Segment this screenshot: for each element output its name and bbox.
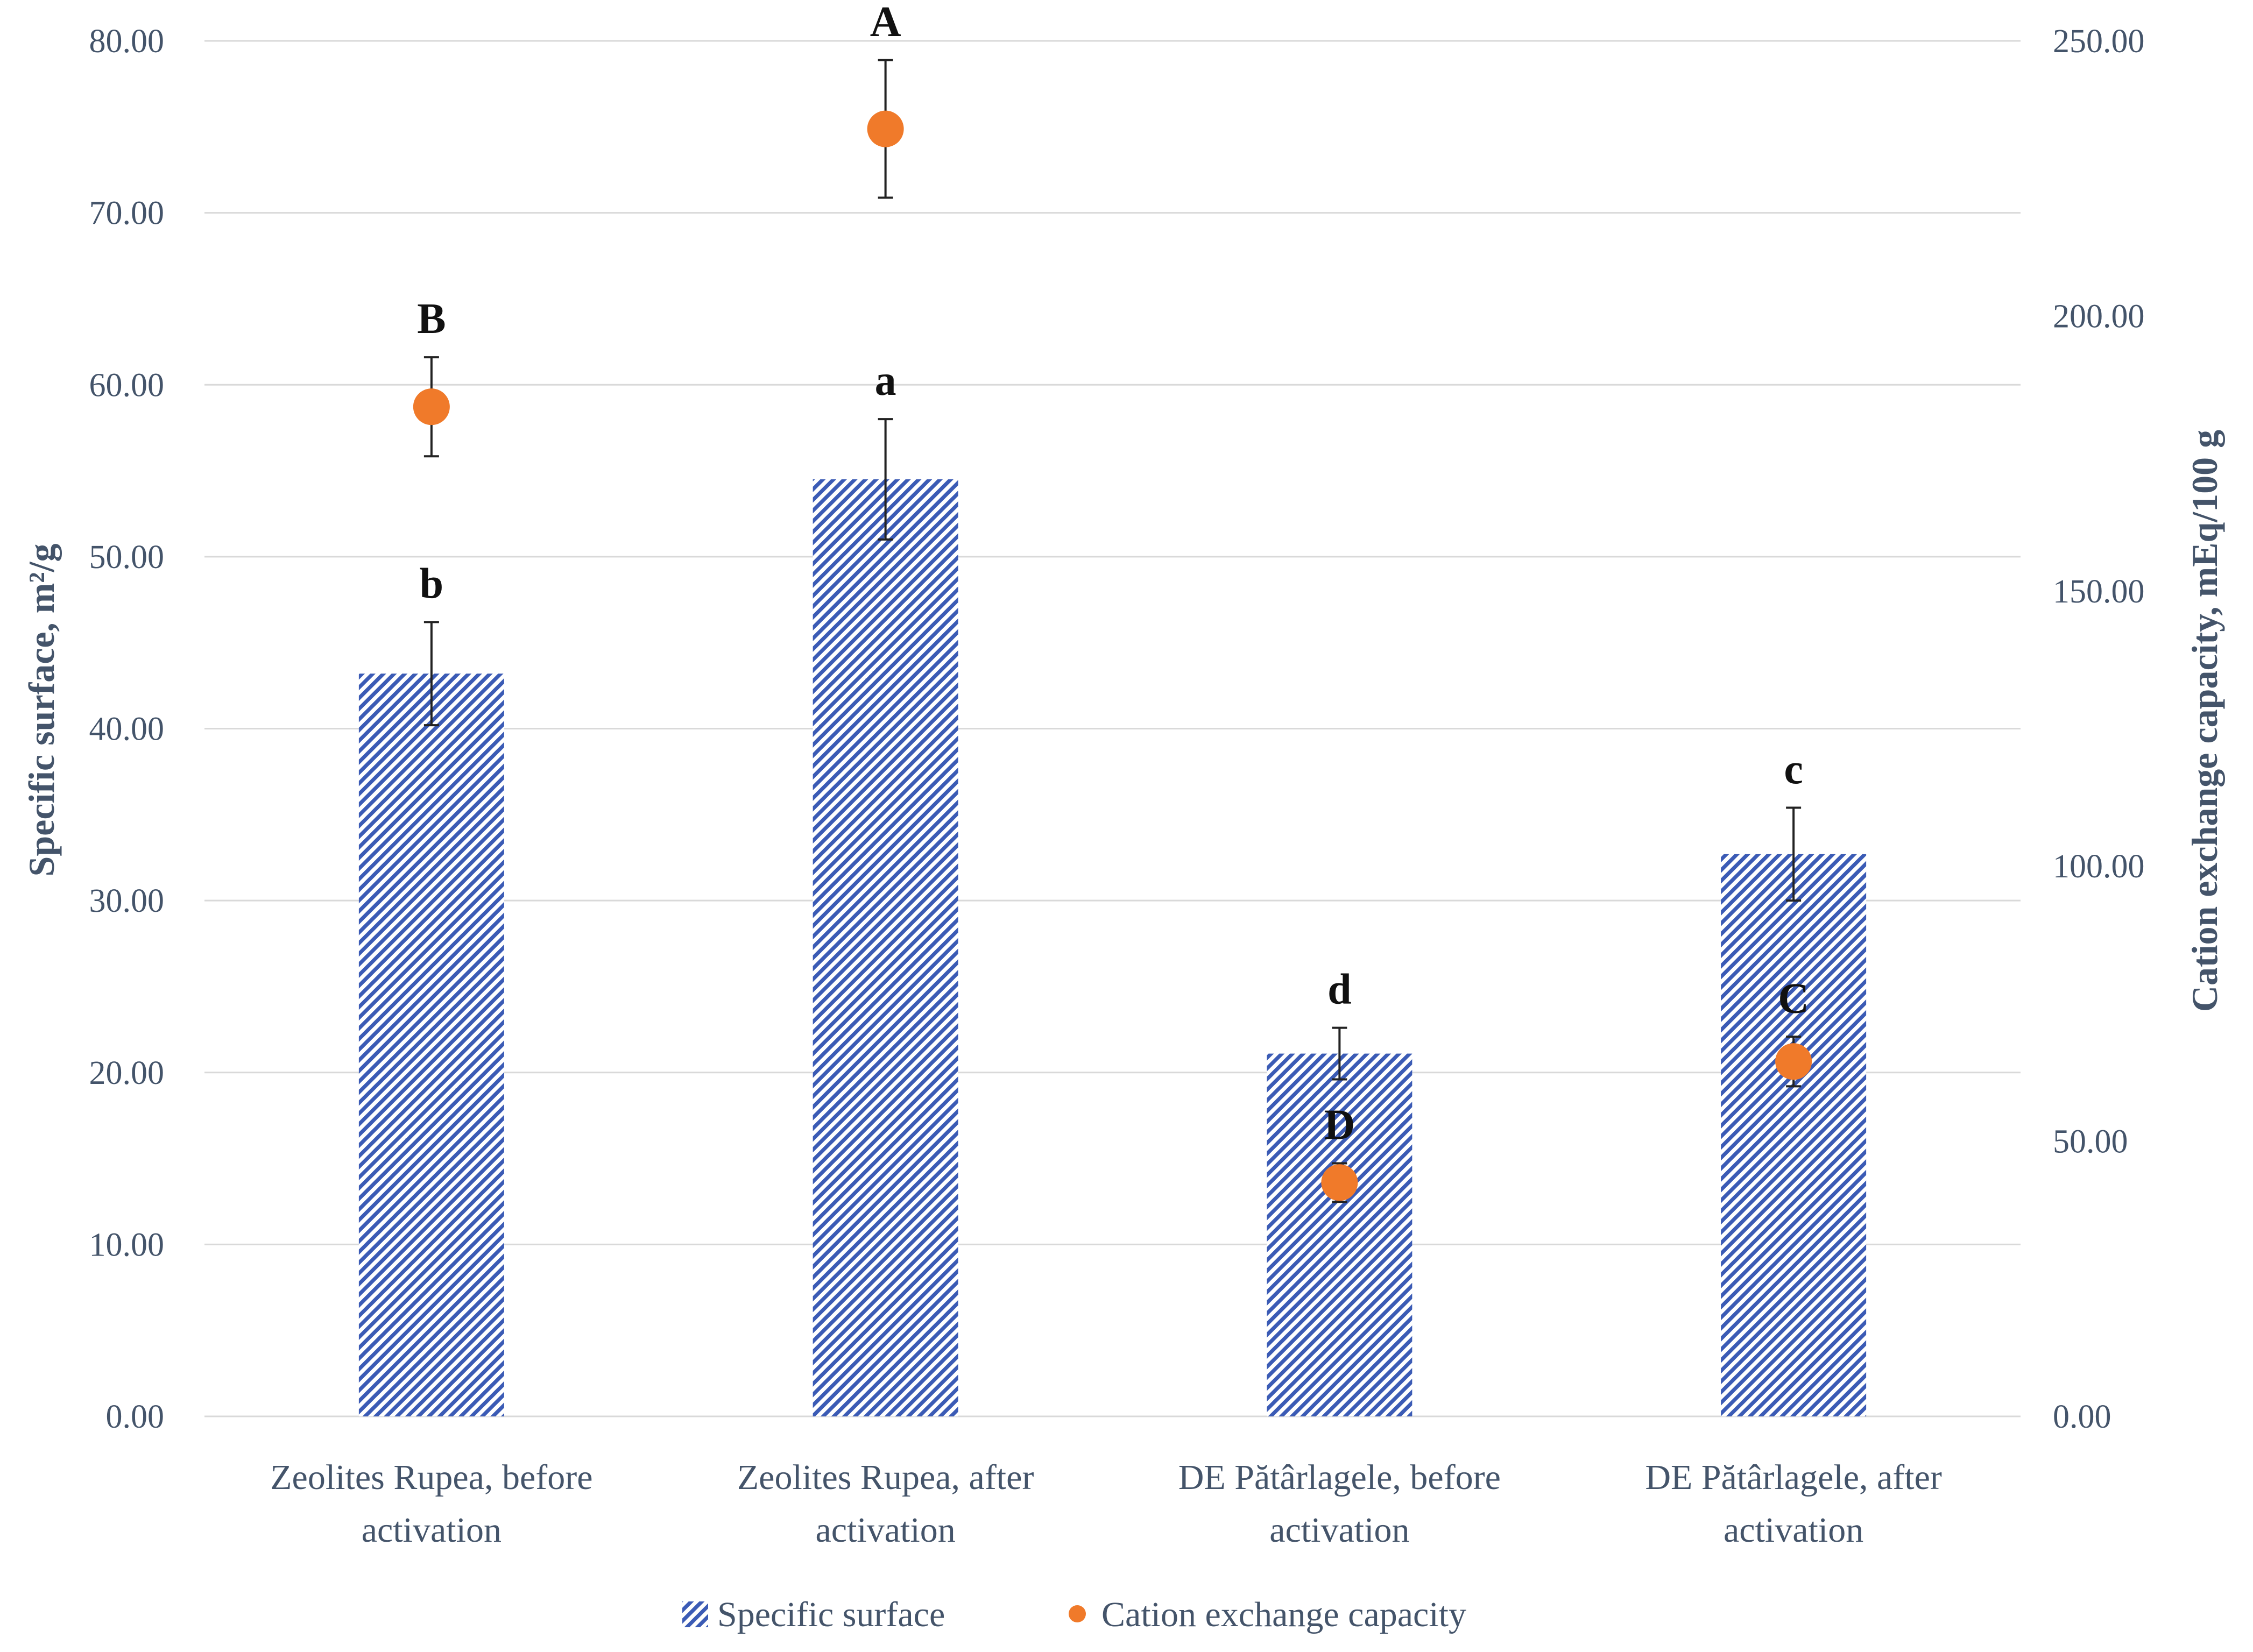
gridlines [204, 40, 2021, 1417]
left-tick-label: 50.00 [89, 539, 165, 576]
left-tick-label: 40.00 [89, 711, 165, 748]
right-tick-label: 150.00 [2053, 573, 2145, 610]
category-label: DE Pătârlagele, before [1178, 1458, 1501, 1497]
left-axis-ticks: 0.00 10.00 20.00 30.00 40.00 50.00 60.00 70.00 8… [89, 23, 165, 1435]
legend-swatch-cation-exchange [1069, 1605, 1086, 1622]
right-tick-label: 200.00 [2053, 298, 2145, 335]
category-label: DE Pătârlagele, after [1645, 1458, 1942, 1497]
legend-label-specific-surface: Specific surface [717, 1595, 945, 1634]
bar-specific-surface [813, 479, 958, 1417]
category-label: Zeolites Rupea, after [737, 1458, 1034, 1497]
category-labels: Zeolites Rupea, before activation Zeolites… [270, 1458, 1942, 1550]
bar-specific-surface [1721, 854, 1867, 1416]
legend-label-cation-exchange: Cation exchange capacity [1101, 1595, 1466, 1634]
left-tick-label: 20.00 [89, 1055, 165, 1091]
point-cation-exchange [1775, 1043, 1812, 1080]
category-label: activation [1269, 1511, 1409, 1550]
right-axis-title: Cation exchange capacity, mEq/100 g [2184, 430, 2225, 1012]
bar-specific-surface [1267, 1053, 1412, 1416]
legend-swatch-specific-surface [682, 1601, 708, 1627]
significance-label-bar: b [420, 560, 444, 607]
significance-label-point: A [870, 0, 901, 46]
point-cation-exchange [867, 110, 904, 147]
category-label: activation [362, 1511, 502, 1550]
right-axis-ticks: 0.00 50.00 100.00 150.00 200.00 250.00 [2053, 23, 2145, 1435]
category-label: activation [1724, 1511, 1863, 1550]
significance-label-point: C [1778, 975, 1809, 1022]
bars: b a d c [358, 357, 1867, 1417]
points: B A D C [413, 0, 1812, 1203]
significance-label-point: D [1324, 1102, 1355, 1149]
point-cation-exchange [1321, 1164, 1358, 1201]
left-axis-title: Specific surface, m²/g [21, 543, 62, 876]
left-tick-label: 60.00 [89, 367, 165, 403]
left-tick-label: 10.00 [89, 1226, 165, 1263]
right-tick-label: 50.00 [2053, 1124, 2128, 1160]
bar-specific-surface [358, 673, 504, 1416]
point-cation-exchange [413, 388, 450, 426]
left-tick-label: 70.00 [89, 195, 165, 232]
legend: Specific surface Cation exchange capacit… [682, 1595, 1466, 1634]
left-tick-label: 30.00 [89, 883, 165, 919]
significance-label-bar: c [1784, 746, 1803, 793]
right-tick-label: 100.00 [2053, 848, 2145, 885]
category-label: activation [816, 1511, 956, 1550]
right-tick-label: 0.00 [2053, 1399, 2111, 1435]
significance-label-bar: d [1327, 966, 1352, 1013]
right-tick-label: 250.00 [2053, 23, 2145, 60]
significance-label-point: B [417, 295, 446, 343]
left-tick-label: 0.00 [106, 1399, 165, 1435]
category-label: Zeolites Rupea, before [270, 1458, 592, 1497]
significance-label-bar: a [875, 357, 896, 405]
left-tick-label: 80.00 [89, 23, 165, 60]
